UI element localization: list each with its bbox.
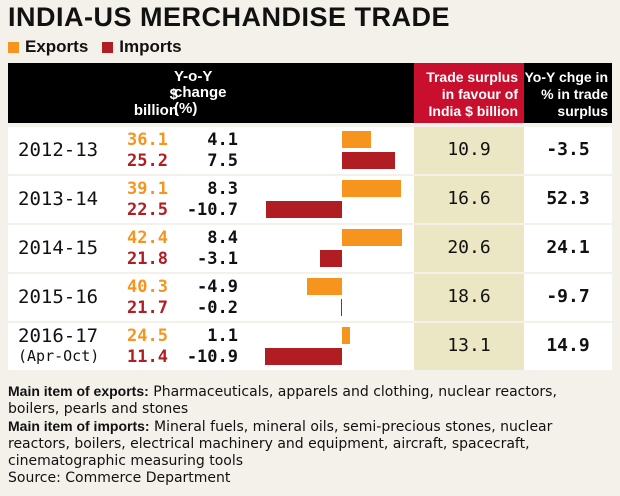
legend-imports-label: Imports (119, 37, 182, 56)
exports-change: -4.9 (197, 277, 238, 297)
legend-exports-label: Exports (25, 37, 89, 56)
chart-title: INDIA-US MERCHANDISE TRADE (8, 2, 451, 32)
imports-change-bar (342, 152, 396, 169)
footer-exports-text: Pharmaceuticals, apparels and clothing, … (8, 384, 557, 417)
surplus-cell-bg (414, 323, 524, 370)
legend-exports: Exports (8, 37, 88, 57)
surplus-value: 13.1 (447, 335, 491, 356)
imports-value: 21.7 (127, 298, 168, 318)
table-row: 2016-17 (Apr-Oct) 24.5 11.4 1.1 -10.9 13.1 14.9 (8, 323, 612, 370)
legend-exports-swatch (8, 41, 19, 53)
legend-imports: Imports (102, 37, 182, 57)
imports-change-bar (264, 348, 342, 365)
surplus-change-value: -3.5 (546, 139, 590, 160)
year-text: 2013-14 (18, 188, 99, 210)
year-label: 2014-15 (18, 237, 98, 259)
year-label: 2015-16 (18, 286, 98, 308)
imports-change-bar (266, 201, 342, 218)
year-text: 2014-15 (18, 237, 99, 259)
year-label: 2013-14 (18, 188, 98, 210)
header-change: Y-o-Y change (%) (174, 69, 244, 117)
header-pct-line3: surplus (557, 103, 608, 119)
surplus-change-value: 14.9 (546, 335, 590, 356)
surplus-cell-bg (414, 225, 524, 272)
header-surplus: Trade surplus in favour of India $ billi… (414, 69, 518, 120)
exports-change: 8.3 (207, 179, 238, 199)
footer-imports-label: Main item of imports: (8, 418, 150, 434)
footer-imports-text: Mineral fuels, mineral oils, semi-precio… (8, 419, 553, 469)
imports-value: 21.8 (127, 249, 168, 269)
year-text: 2012-13 (18, 139, 99, 161)
surplus-cell-bg (414, 127, 524, 174)
header-surplus-line3: India $ billion (428, 103, 518, 119)
year-text: 2015-16 (18, 286, 99, 308)
table-header: $ billion Y-o-Y change (%) Trade surplus… (8, 63, 612, 123)
imports-change: -10.9 (186, 347, 238, 367)
imports-change: -10.7 (186, 200, 238, 220)
surplus-cell-bg (414, 274, 524, 321)
surplus-change-value: -9.7 (546, 286, 590, 307)
exports-value: 36.1 (127, 130, 168, 150)
header-value-line1: $ (169, 86, 178, 103)
surplus-change-value: 52.3 (546, 188, 590, 209)
legend: Exports Imports (8, 37, 196, 57)
year-label: 2012-13 (18, 139, 98, 161)
imports-value: 11.4 (127, 347, 168, 367)
surplus-value: 18.6 (447, 286, 491, 307)
header-surplus-line2: in favour of (441, 86, 518, 102)
imports-change-bar (319, 250, 342, 267)
header-pct-line2: % in trade (541, 86, 608, 102)
exports-value: 42.4 (127, 228, 168, 248)
imports-value: 22.5 (127, 200, 168, 220)
year-label: 2016-17 (Apr-Oct) (18, 325, 99, 365)
legend-imports-swatch (102, 41, 114, 53)
exports-change-bar (342, 180, 401, 197)
exports-change: 8.4 (207, 228, 238, 248)
footer-exports: Main item of exports: Pharmaceuticals, a… (8, 383, 612, 418)
exports-change-bar (307, 278, 342, 295)
footer-imports: Main item of imports: Mineral fuels, min… (8, 418, 612, 470)
exports-change-bar (342, 131, 372, 148)
surplus-value: 16.6 (447, 188, 491, 209)
exports-change: 1.1 (207, 326, 238, 346)
exports-change-bar (342, 327, 350, 344)
imports-change-bar (340, 299, 342, 316)
header-change-line2: change (174, 84, 227, 101)
table-row: 2013-14 39.1 22.5 8.3 -10.7 16.6 52.3 (8, 176, 612, 223)
footer-source: Source: Commerce Department (8, 470, 231, 486)
header-surplus-line1: Trade surplus (426, 69, 518, 85)
table-row: 2014-15 42.4 21.8 8.4 -3.1 20.6 24.1 (8, 225, 612, 272)
year-sub-text: (Apr-Oct) (18, 347, 100, 365)
imports-change: 7.5 (207, 151, 238, 171)
table-row: 2012-13 36.1 25.2 4.1 7.5 10.9 -3.5 (8, 127, 612, 174)
footer: Main item of exports: Pharmaceuticals, a… (8, 383, 612, 487)
exports-value: 40.3 (127, 277, 168, 297)
header-pct: Yo-Y chge in % in trade surplus (524, 69, 609, 120)
footer-exports-label: Main item of exports: (8, 383, 149, 399)
imports-change: -0.2 (197, 298, 238, 318)
imports-change: -3.1 (197, 249, 238, 269)
table-row: 2015-16 40.3 21.7 -4.9 -0.2 18.6 -9.7 (8, 274, 612, 321)
header-change-line3: (%) (174, 100, 198, 117)
surplus-value: 20.6 (447, 237, 491, 258)
exports-change-bar (342, 229, 402, 246)
surplus-value: 10.9 (447, 139, 491, 160)
exports-value: 24.5 (127, 326, 168, 346)
header-surplus-bg (414, 63, 524, 123)
exports-value: 39.1 (127, 179, 168, 199)
surplus-change-value: 24.1 (546, 237, 590, 258)
header-pct-line1: Yo-Y chge in (524, 69, 609, 85)
header-value: $ billion (108, 87, 178, 119)
year-text: 2016-17 (18, 325, 99, 347)
header-change-line1: Y-o-Y (174, 68, 213, 85)
exports-change: 4.1 (207, 130, 238, 150)
header-value-line2: billion (133, 102, 178, 119)
surplus-cell-bg (414, 176, 524, 223)
imports-value: 25.2 (127, 151, 168, 171)
